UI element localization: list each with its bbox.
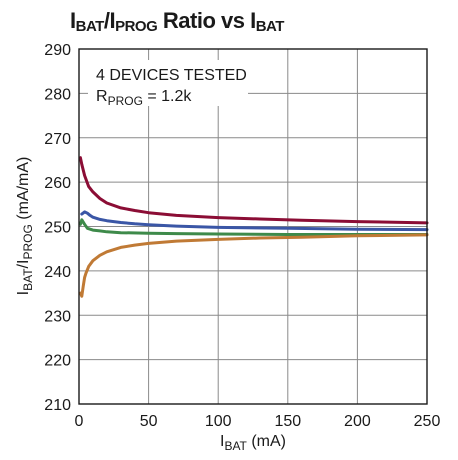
series-lines [78,156,429,298]
plot-frame [78,48,428,405]
annotation-rprog-sub: PROG [108,94,143,108]
y-axis-label-i: I [15,291,32,295]
title-sub2: PROG [115,18,158,35]
title-slash: / [103,8,110,33]
y-tick-label: 230 [44,308,71,325]
y-axis-label-sub2: PROG [21,224,35,259]
x-axis-label-sub: BAT [224,439,247,453]
y-axis-label-sub1: BAT [21,268,35,291]
y-tick-label: 260 [44,175,71,192]
annotation-line2: RPROG = 1.2k [96,88,192,108]
title-i2: I [109,8,116,33]
x-tick-label: 250 [414,413,441,430]
y-tick-label: 240 [44,264,71,281]
series-line-2 [80,210,429,232]
x-tick-label: 100 [205,413,232,430]
x-tick-label: 50 [140,413,158,430]
y-axis-label-slash: /I [15,260,32,269]
x-tick-label: 0 [75,413,84,430]
x-axis-label-unit: (mA) [247,433,286,450]
x-axis-label: IBAT (mA) [220,433,286,453]
series-line-3 [78,218,429,236]
y-axis-label-unit: (mA/mA) [15,157,32,225]
title-sub1: BAT [75,18,105,35]
x-tick-label: 150 [274,413,301,430]
series-line-4 [78,233,429,298]
y-tick-label: 290 [44,42,71,59]
chart-title: IBAT/IPROG Ratio vs IBAT [70,8,284,35]
title-rest: Ratio vs I [157,8,256,33]
annotation-r: R [96,88,108,105]
title-sub3: BAT [255,18,285,35]
annotation-value: = 1.2k [143,88,192,105]
title-i1: I [70,8,76,33]
y-tick-label: 280 [44,86,71,103]
series-line-1 [78,156,429,225]
y-axis-label: IBAT/IPROG (mA/mA) [15,157,35,296]
annotation-line1: 4 DEVICES TESTED [96,67,247,84]
x-axis-label-i: I [220,433,224,450]
annotation-background [88,60,248,106]
y-tick-label: 270 [44,131,71,148]
y-tick-label: 220 [44,353,71,370]
x-tick-labels: 0 50 100 150 200 250 [75,413,441,430]
y-tick-labels: 210 220 230 240 250 260 270 280 290 [44,42,71,414]
x-tick-label: 200 [344,413,371,430]
y-tick-label: 210 [44,397,71,414]
y-tick-label: 250 [44,220,71,237]
